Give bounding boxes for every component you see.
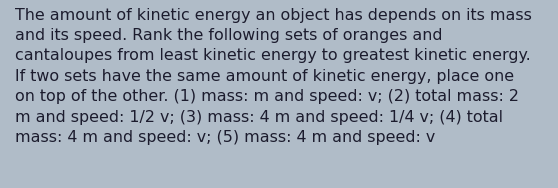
Text: The amount of kinetic energy an object has depends on its mass
and its speed. Ra: The amount of kinetic energy an object h…: [15, 8, 532, 145]
